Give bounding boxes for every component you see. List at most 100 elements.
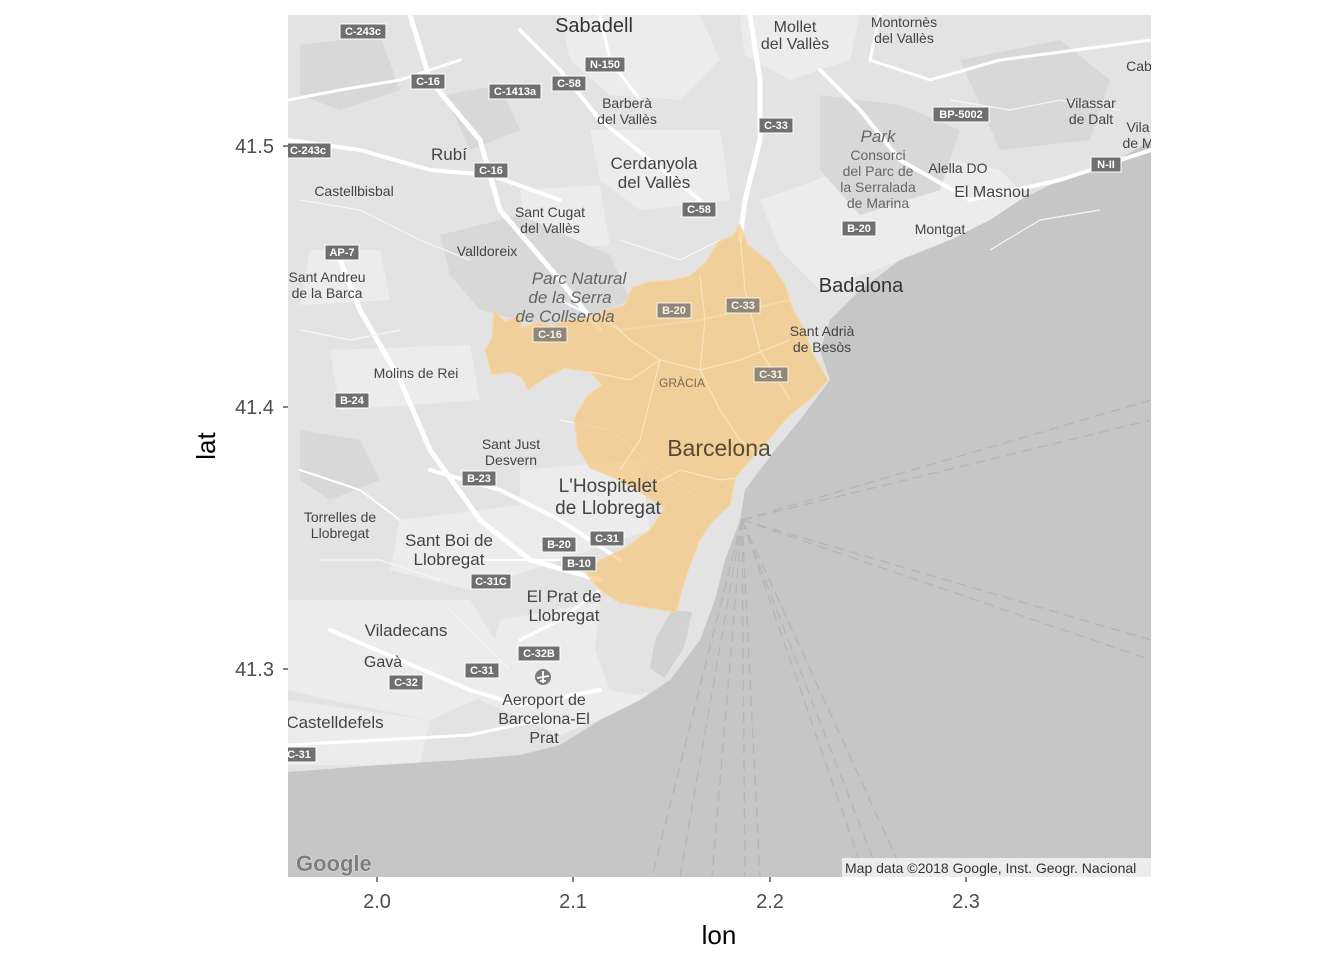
shield-c1413a: C-1413a	[488, 83, 542, 100]
svg-text:C-32B: C-32B	[523, 648, 555, 660]
map-attribution: Map data ©2018 Google, Inst. Geogr. Naci…	[845, 860, 1136, 876]
place-labels: Sabadell Mollet del Vallès Montornès del…	[286, 14, 1152, 747]
shield-b20-south: B-20	[541, 536, 577, 553]
label-gracia: GRÀCIA	[659, 375, 705, 390]
svg-text:BP-5002: BP-5002	[939, 109, 982, 121]
shield-n150: N-150	[584, 56, 626, 73]
label-parc-natural-3: de Collserola	[515, 307, 614, 326]
label-cerdanyola-2: del Vallès	[618, 173, 690, 192]
shield-c16-city: C-16	[532, 326, 568, 343]
label-sant-adria-2: de Besòs	[793, 339, 851, 355]
svg-text:B-24: B-24	[340, 395, 365, 407]
shield-b24: B-24	[334, 392, 370, 409]
label-montornes-1: Montornès	[871, 14, 937, 30]
label-sant-andreu-2: de la Barca	[292, 285, 363, 301]
label-mollet-1: Mollet	[774, 19, 817, 36]
label-vilassar-1: Vilassar	[1066, 95, 1116, 111]
label-torrelles-1: Torrelles de	[304, 509, 377, 525]
shield-bp5002: BP-5002	[932, 106, 990, 123]
label-sant-boi-2: Llobregat	[414, 550, 485, 569]
shield-c31-edge: C-31	[287, 746, 317, 763]
x-tick-label: 2.0	[363, 891, 391, 913]
label-vilassar-mar-1: Vila	[1126, 119, 1149, 135]
shield-c16-top: C-16	[410, 73, 446, 90]
label-hospitalet-2: de Llobregat	[555, 498, 661, 519]
shield-b23: B-23	[461, 470, 497, 487]
svg-text:C-31: C-31	[470, 665, 494, 677]
svg-text:B-20: B-20	[547, 539, 571, 551]
svg-text:C-31: C-31	[287, 749, 311, 761]
shield-c32b: C-32B	[517, 645, 561, 662]
label-consorci-4: de Marina	[847, 195, 909, 211]
label-aeroport-3: Prat	[529, 730, 559, 747]
label-el-prat-1: El Prat de	[527, 587, 602, 606]
label-sant-adria-1: Sant Adrià	[790, 323, 855, 339]
x-axis-title: lon	[702, 920, 737, 950]
svg-text:C-33: C-33	[764, 120, 788, 132]
svg-text:C-31: C-31	[595, 533, 619, 545]
label-sant-cugat-1: Sant Cugat	[515, 204, 585, 220]
x-axis: 2.0 2.1 2.2 2.3 lon	[363, 877, 980, 950]
y-tick-label: 41.3	[235, 659, 274, 681]
y-axis-title: lat	[191, 431, 221, 459]
svg-text:B-23: B-23	[467, 473, 491, 485]
svg-text:C-33: C-33	[731, 300, 755, 312]
label-consorci-1: Consorci	[850, 147, 905, 163]
svg-text:C-1413a: C-1413a	[494, 86, 537, 98]
shield-c31-city: C-31	[753, 366, 789, 383]
label-valldoreix: Valldoreix	[457, 243, 517, 259]
label-parc-natural-2: de la Serra	[528, 288, 611, 307]
shield-c31-south: C-31	[589, 530, 625, 547]
label-molins: Molins de Rei	[374, 365, 459, 381]
label-park: Park	[861, 127, 897, 146]
label-rubi: Rubí	[431, 145, 467, 164]
y-tick-label: 41.5	[235, 136, 274, 158]
svg-text:C-31: C-31	[759, 369, 783, 381]
label-aeroport-1: Aeroport de	[502, 692, 586, 709]
shield-c31-prat: C-31	[464, 662, 500, 679]
label-consorci-3: la Serralada	[840, 179, 916, 195]
svg-text:N-150: N-150	[590, 59, 620, 71]
x-tick-label: 2.2	[756, 891, 784, 913]
shield-c33-city: C-33	[725, 297, 761, 314]
basemap: Sabadell Mollet del Vallès Montornès del…	[286, 14, 1152, 877]
label-barcelona: Barcelona	[667, 435, 771, 461]
label-el-prat-2: Llobregat	[529, 606, 600, 625]
google-logo: Google	[296, 851, 372, 876]
label-sant-boi-1: Sant Boi de	[405, 531, 493, 550]
shield-c32: C-32	[388, 674, 424, 691]
shield-nii: N-II	[1090, 156, 1122, 173]
label-castellbisbal: Castellbisbal	[314, 183, 393, 199]
label-barbera-1: Barberà	[602, 95, 652, 111]
shield-c16-mid: C-16	[473, 162, 509, 179]
label-castelldefels: Castelldefels	[286, 713, 383, 732]
shield-b20-top: B-20	[841, 220, 877, 237]
svg-text:C-243c: C-243c	[345, 26, 381, 38]
shield-b10: B-10	[561, 555, 597, 572]
label-parc-natural-1: Parc Natural	[532, 269, 628, 288]
svg-text:B-10: B-10	[567, 558, 591, 570]
road-shields: C-243c C-16 C-1413a C-58 N-150 C-33 BP-5…	[287, 23, 1122, 763]
label-cabrils: Cab	[1126, 58, 1152, 74]
port-docks	[650, 610, 692, 678]
label-sant-cugat-2: del Vallès	[520, 220, 580, 236]
sea	[288, 140, 1151, 877]
label-barbera-2: del Vallès	[597, 111, 657, 127]
shield-c33-top: C-33	[758, 117, 794, 134]
label-torrelles-2: Llobregat	[311, 525, 369, 541]
hill-areas	[300, 35, 1110, 500]
svg-text:B-20: B-20	[847, 223, 871, 235]
label-viladecans: Viladecans	[365, 621, 448, 640]
ferry-lines	[651, 399, 1151, 877]
y-tick-label: 41.4	[235, 397, 274, 419]
label-consorci-2: del Parc de	[843, 163, 914, 179]
label-gava: Gavà	[364, 654, 402, 671]
label-aeroport-2: Barcelona-El	[498, 711, 590, 728]
y-axis: 41.5 41.4 41.3 lat	[191, 136, 288, 681]
label-alella: Alella DO	[928, 160, 987, 176]
attribution-background	[842, 858, 1151, 877]
x-tick-label: 2.3	[952, 891, 980, 913]
svg-text:N-II: N-II	[1097, 159, 1115, 171]
label-cerdanyola-1: Cerdanyola	[611, 154, 698, 173]
